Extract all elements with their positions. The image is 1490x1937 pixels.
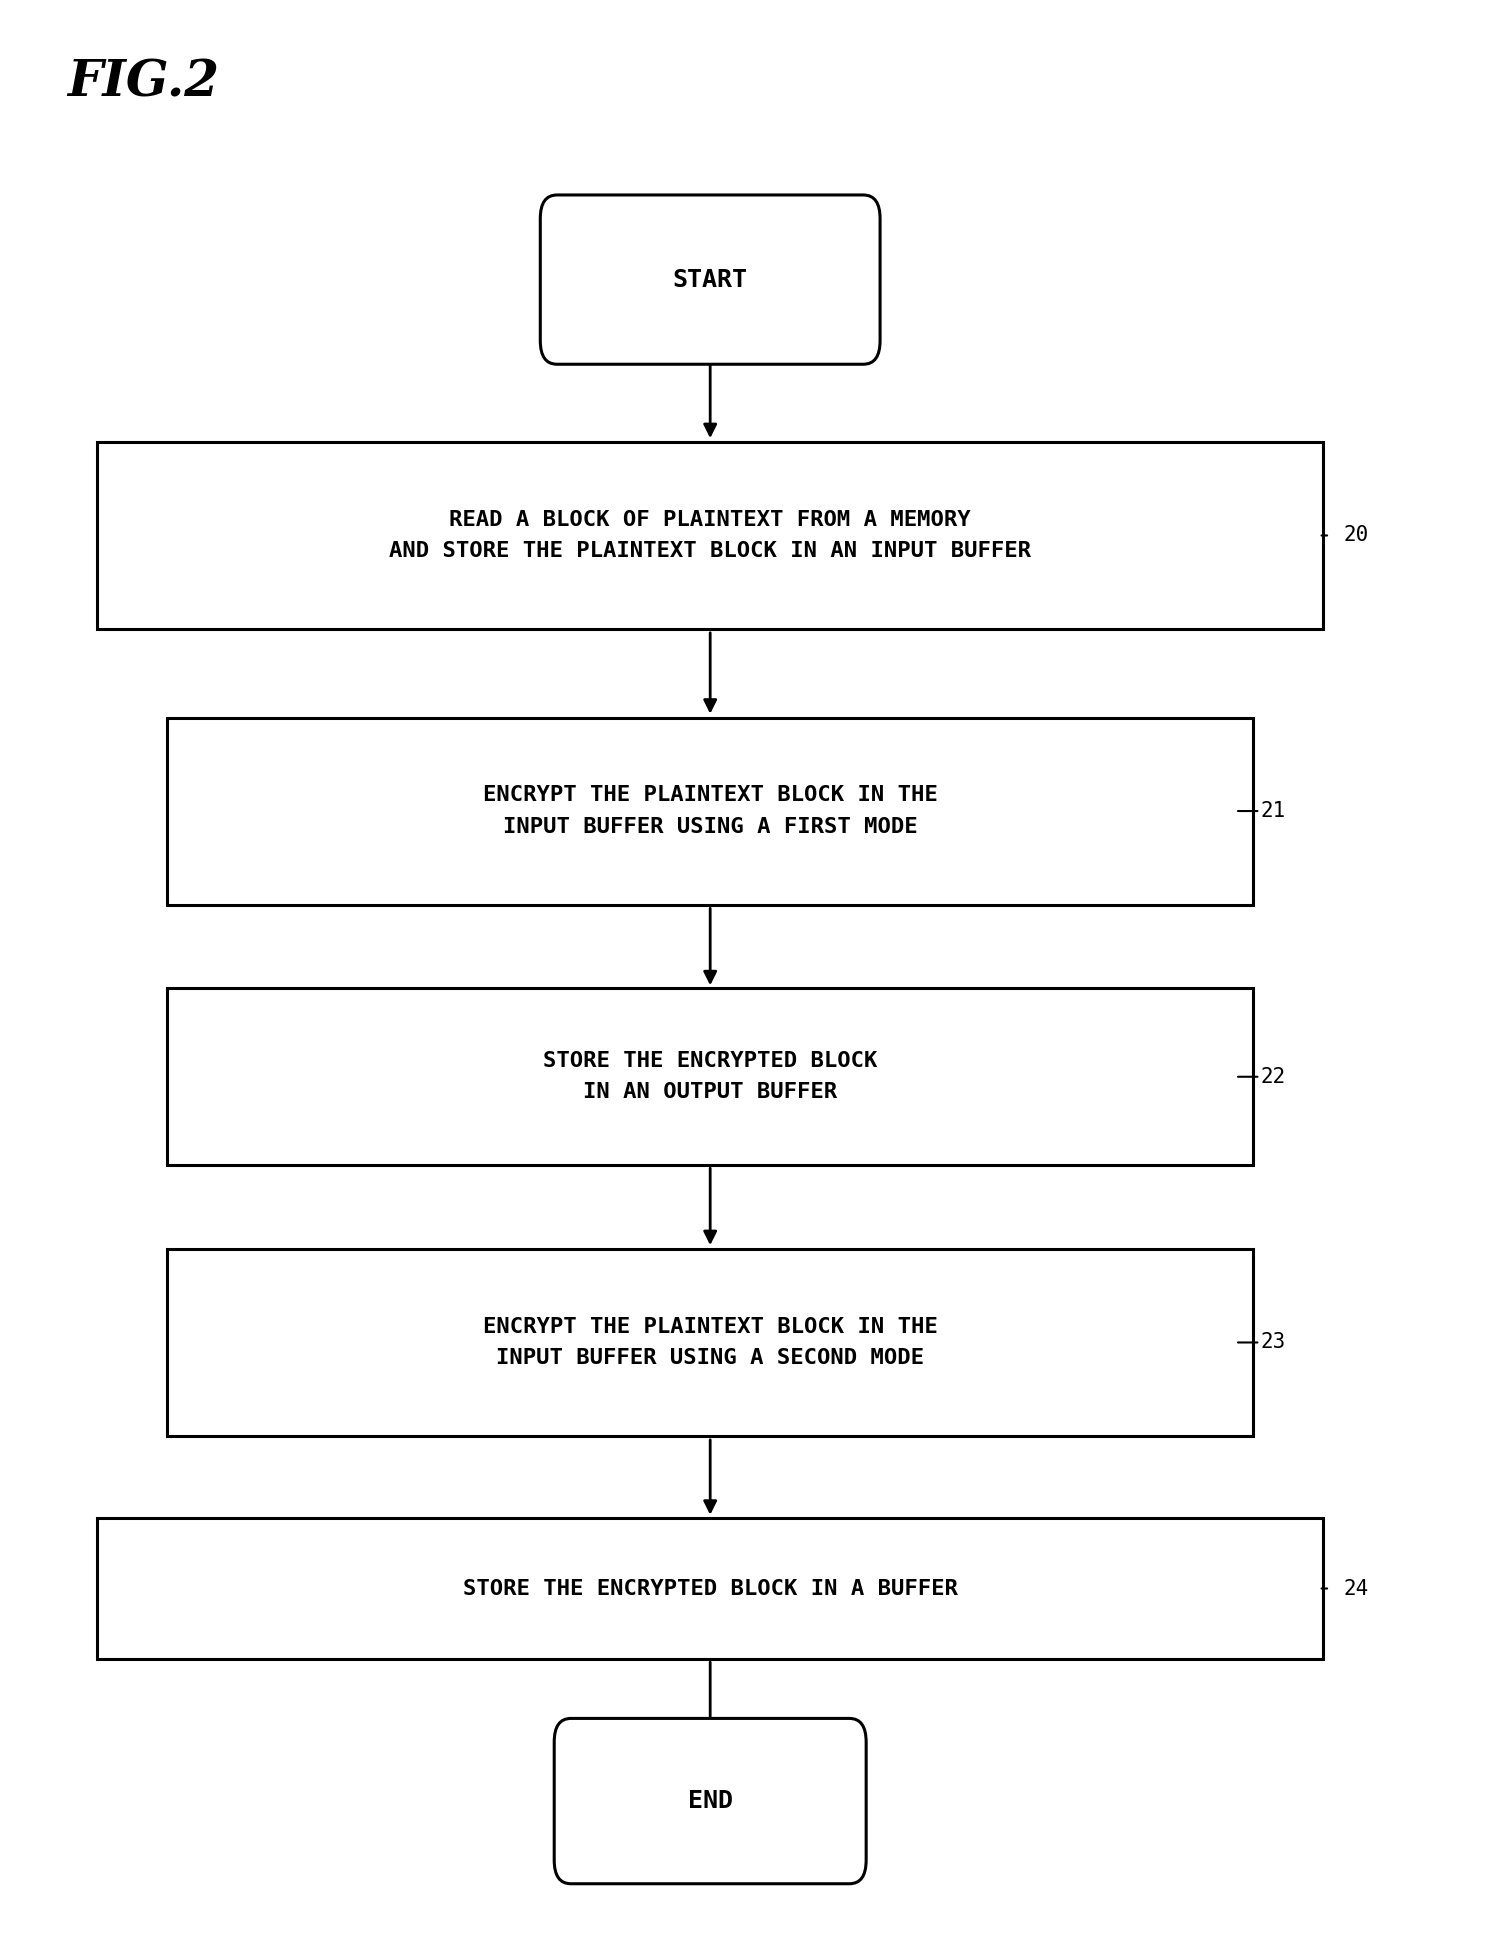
Text: ENCRYPT THE PLAINTEXT BLOCK IN THE
INPUT BUFFER USING A FIRST MODE: ENCRYPT THE PLAINTEXT BLOCK IN THE INPUT… <box>483 784 937 837</box>
Text: 23: 23 <box>1261 1333 1286 1352</box>
Text: READ A BLOCK OF PLAINTEXT FROM A MEMORY
AND STORE THE PLAINTEXT BLOCK IN AN INPU: READ A BLOCK OF PLAINTEXT FROM A MEMORY … <box>389 509 1031 562</box>
FancyBboxPatch shape <box>541 196 881 364</box>
Text: STORE THE ENCRYPTED BLOCK
IN AN OUTPUT BUFFER: STORE THE ENCRYPTED BLOCK IN AN OUTPUT B… <box>542 1052 878 1102</box>
Text: 20: 20 <box>1344 525 1369 546</box>
Text: ENCRYPT THE PLAINTEXT BLOCK IN THE
INPUT BUFFER USING A SECOND MODE: ENCRYPT THE PLAINTEXT BLOCK IN THE INPUT… <box>483 1317 937 1368</box>
Bar <box>167 1249 1253 1435</box>
Text: 22: 22 <box>1261 1067 1286 1087</box>
Bar <box>167 717 1253 905</box>
Text: FIG.2: FIG.2 <box>67 58 219 107</box>
Text: STORE THE ENCRYPTED BLOCK IN A BUFFER: STORE THE ENCRYPTED BLOCK IN A BUFFER <box>463 1579 958 1598</box>
Text: 21: 21 <box>1261 802 1286 821</box>
Bar <box>167 988 1253 1166</box>
FancyBboxPatch shape <box>554 1718 866 1885</box>
Text: END: END <box>688 1790 733 1813</box>
Bar <box>97 442 1323 630</box>
Text: 24: 24 <box>1344 1579 1369 1598</box>
Bar <box>97 1519 1323 1660</box>
Text: START: START <box>672 267 748 292</box>
